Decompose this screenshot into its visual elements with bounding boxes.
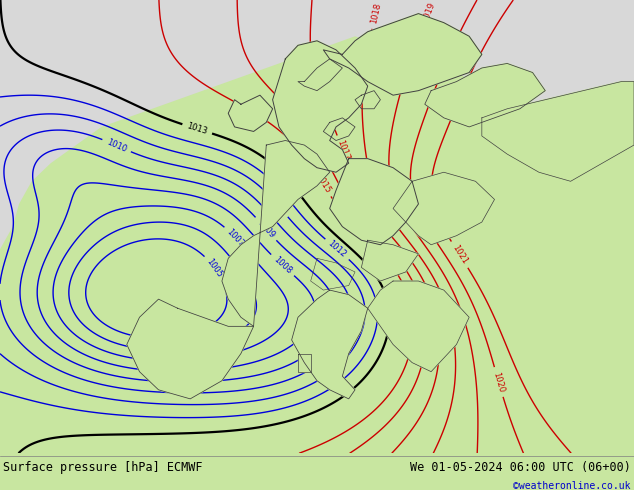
Polygon shape: [273, 41, 368, 172]
Text: 1005: 1005: [205, 257, 224, 279]
Text: 1008: 1008: [271, 255, 294, 276]
Text: We 01-05-2024 06:00 UTC (06+00): We 01-05-2024 06:00 UTC (06+00): [410, 462, 631, 474]
Polygon shape: [298, 354, 311, 371]
Text: 1006: 1006: [238, 269, 256, 292]
Polygon shape: [482, 81, 634, 181]
Polygon shape: [228, 95, 273, 131]
Text: 1012: 1012: [327, 239, 348, 260]
Polygon shape: [127, 299, 254, 399]
Text: 1009: 1009: [256, 218, 276, 240]
Polygon shape: [222, 141, 330, 326]
Text: 1017: 1017: [335, 139, 351, 162]
Polygon shape: [368, 281, 469, 371]
Text: 1021: 1021: [450, 244, 469, 266]
Polygon shape: [292, 290, 368, 399]
Text: Surface pressure [hPa] ECMWF: Surface pressure [hPa] ECMWF: [3, 462, 203, 474]
Text: 1018: 1018: [369, 2, 382, 25]
Polygon shape: [323, 14, 482, 95]
Polygon shape: [393, 172, 495, 245]
Text: ©weatheronline.co.uk: ©weatheronline.co.uk: [514, 481, 631, 490]
Text: 1020: 1020: [491, 370, 506, 393]
Text: 1019: 1019: [420, 0, 436, 24]
Polygon shape: [425, 63, 545, 127]
Text: 1010: 1010: [105, 137, 128, 154]
Text: 1016: 1016: [365, 222, 386, 245]
Text: 1015: 1015: [313, 172, 332, 195]
Text: 1007: 1007: [225, 227, 246, 249]
Polygon shape: [361, 240, 418, 281]
Text: 1011: 1011: [268, 194, 288, 216]
Polygon shape: [330, 159, 418, 245]
Text: 1013: 1013: [186, 122, 209, 136]
